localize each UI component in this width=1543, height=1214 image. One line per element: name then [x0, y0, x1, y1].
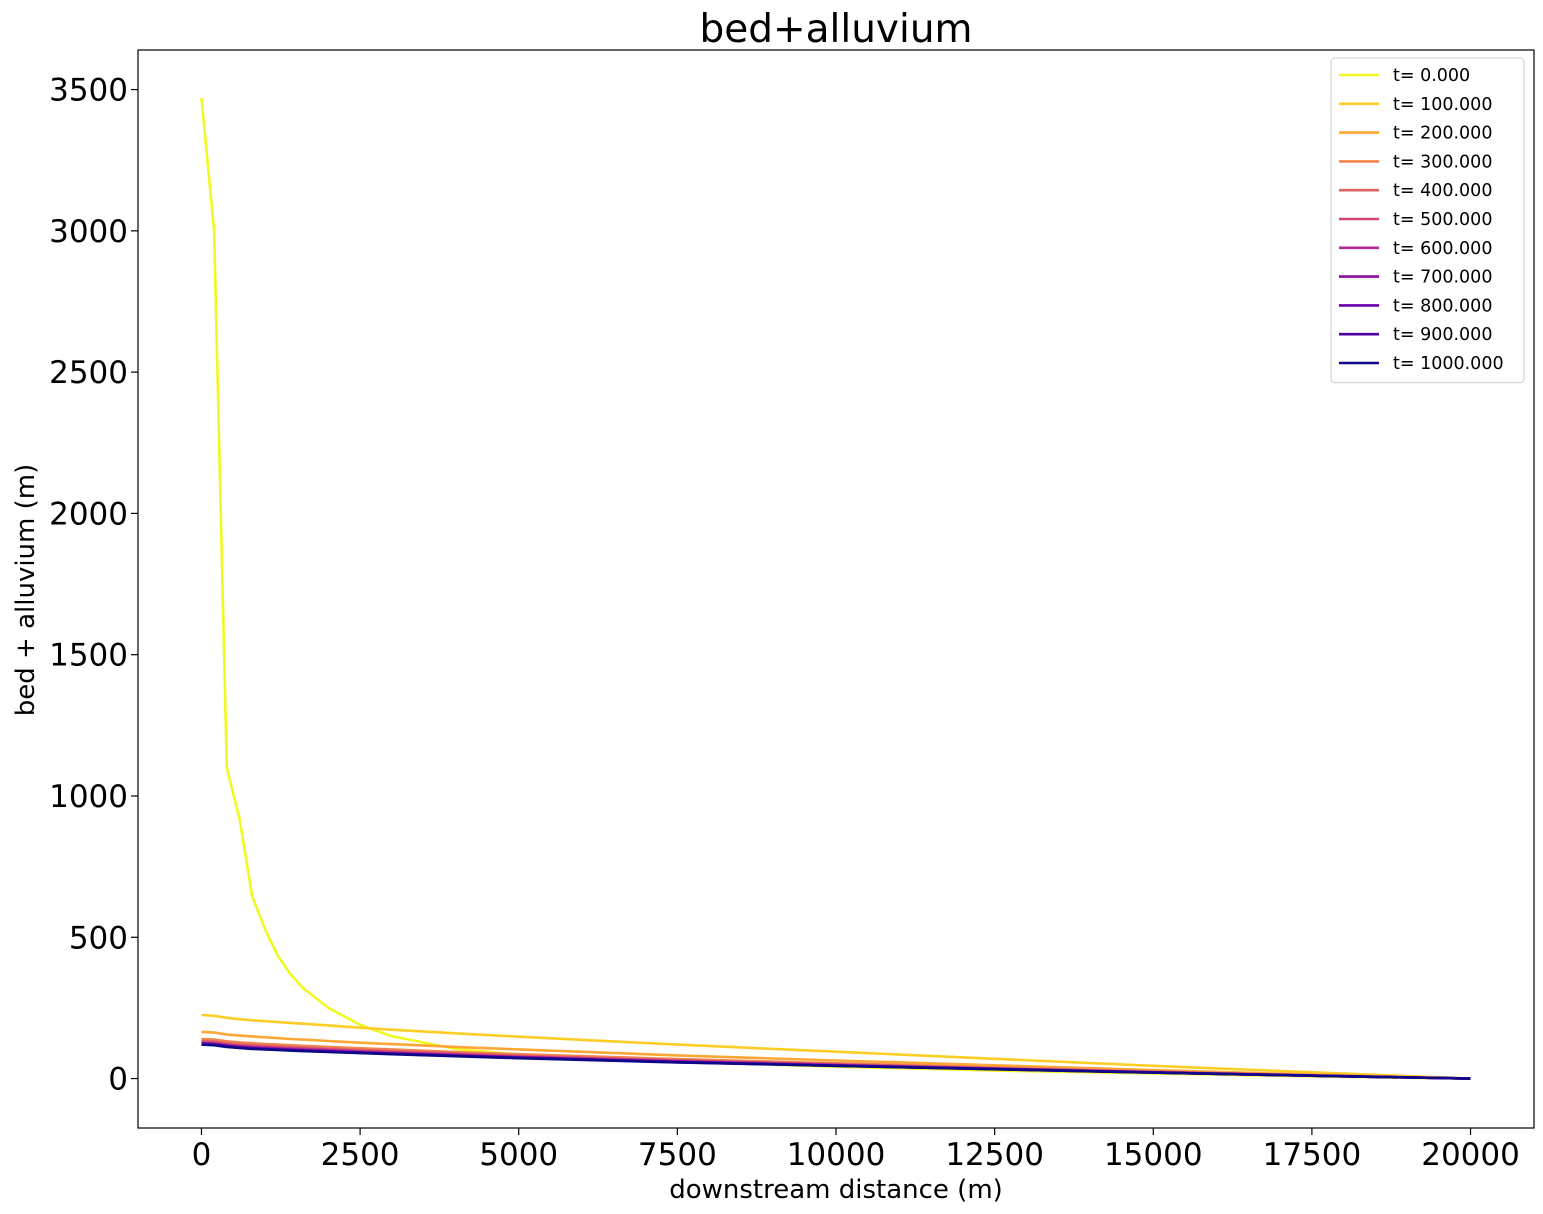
- x-tick-label: 20000: [1421, 1137, 1520, 1173]
- legend-label: t= 400.000: [1393, 181, 1492, 201]
- legend-label: t= 800.000: [1393, 296, 1492, 316]
- x-tick-label: 15000: [1104, 1137, 1203, 1173]
- legend-label: t= 100.000: [1393, 95, 1492, 115]
- y-tick-label: 500: [69, 920, 128, 956]
- x-tick-label: 5000: [479, 1137, 558, 1173]
- series-line-1: [201, 1013, 1471, 1080]
- legend-label: t= 0.000: [1393, 66, 1470, 86]
- legend-label: t= 300.000: [1393, 152, 1492, 172]
- y-tick-label: 2500: [49, 355, 128, 391]
- y-tick-label: 1000: [49, 779, 128, 815]
- y-axis: 0 500 1000 1500 2000 2500 3000 3500: [49, 73, 138, 1098]
- series-line-10: [201, 1043, 1471, 1080]
- series-layer: [200, 97, 1471, 1080]
- legend: t= 0.000 t= 100.000 t= 200.000 t= 300.000 t=…: [1330, 57, 1525, 384]
- y-axis-label: bed + alluvium (m): [11, 464, 41, 716]
- chart-title: bed+alluvium: [699, 7, 972, 52]
- x-tick-label: 2500: [321, 1137, 400, 1173]
- legend-label: t= 900.000: [1393, 325, 1492, 345]
- series-line-0: [200, 97, 1471, 1080]
- y-tick-label: 0: [108, 1062, 128, 1098]
- x-axis-label: downstream distance (m): [669, 1175, 1003, 1205]
- x-tick-label: 12500: [945, 1137, 1044, 1173]
- x-tick-label: 10000: [787, 1137, 886, 1173]
- plot-frame: [137, 49, 1535, 1129]
- legend-label: t= 500.000: [1393, 210, 1492, 230]
- x-tick-label: 17500: [1263, 1137, 1362, 1173]
- y-tick-label: 1500: [49, 638, 128, 674]
- series-line-2: [201, 1030, 1471, 1080]
- y-tick-label: 3000: [49, 214, 128, 250]
- y-tick-label: 3500: [49, 73, 128, 109]
- x-tick-label: 0: [192, 1137, 212, 1173]
- legend-label: t= 1000.000: [1393, 354, 1504, 374]
- legend-label: t= 700.000: [1393, 268, 1492, 288]
- legend-label: t= 600.000: [1393, 239, 1492, 259]
- y-tick-label: 2000: [49, 496, 128, 532]
- legend-box: [1330, 57, 1525, 384]
- x-axis: 0 2500 5000 7500 10000 12500 15000 17500 20000: [192, 1128, 1520, 1173]
- legend-label: t= 200.000: [1393, 124, 1492, 144]
- x-tick-label: 7500: [638, 1137, 717, 1173]
